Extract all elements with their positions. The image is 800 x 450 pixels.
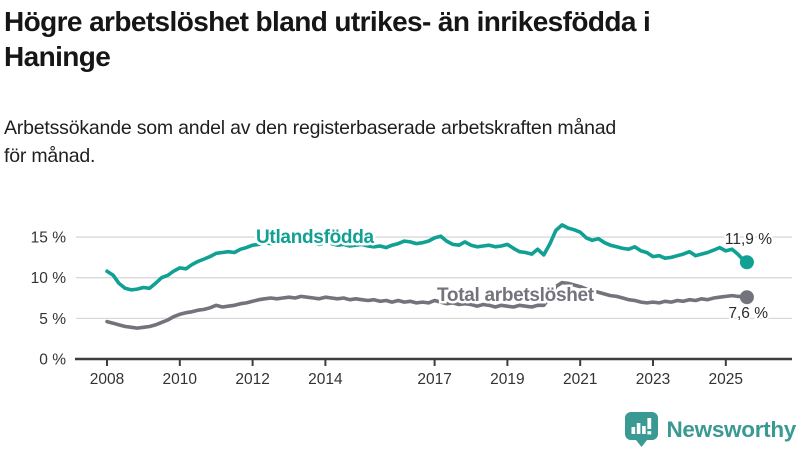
- x-axis-tick-label: 2021: [563, 371, 597, 388]
- chart-subtitle: Arbetssökande som andel av den registerb…: [4, 114, 796, 170]
- page-title: Högre arbetslöshet bland utrikes- än inr…: [4, 4, 796, 74]
- x-axis-tick-label: 2017: [417, 371, 451, 388]
- newsworthy-bars-bubble-icon: [625, 412, 659, 447]
- y-axis-tick-label: 5 %: [39, 311, 66, 328]
- y-axis-tick-label: 0 %: [39, 352, 66, 369]
- title-line-1: Högre arbetslöshet bland utrikes- än inr…: [4, 6, 651, 37]
- x-axis-tick-label: 2010: [163, 371, 198, 388]
- y-axis-tick-label: 10 %: [31, 270, 67, 287]
- x-axis-tick-label: 2025: [709, 371, 743, 388]
- series-line-total: [105, 280, 749, 330]
- newsworthy-brand-text: Newsworthy: [666, 417, 796, 442]
- series-label-total: Total arbetslöshet: [437, 285, 595, 306]
- x-axis-tick-label: 2012: [235, 371, 269, 388]
- x-axis-tick-label: 2014: [308, 371, 343, 388]
- title-line-2: Haninge: [4, 41, 111, 72]
- end-value-label: 11,9 %: [725, 231, 772, 248]
- series-label-utlandsfodda: Utlandsfödda: [256, 227, 375, 248]
- y-axis-tick-label: 15 %: [31, 230, 67, 247]
- end-value-label: 7,6 %: [728, 305, 768, 322]
- x-axis-tick-label: 2023: [636, 371, 670, 388]
- series-end-dot: [739, 290, 754, 305]
- subtitle-line-1: Arbetssökande som andel av den registerb…: [4, 117, 617, 139]
- series-end-dot: [739, 255, 754, 270]
- x-axis-tick-label: 2008: [90, 371, 124, 388]
- subtitle-line-2: för månad.: [4, 145, 96, 167]
- x-axis-tick-label: 2019: [490, 371, 524, 388]
- newsworthy-logo[interactable]: Newsworthy: [625, 412, 796, 448]
- series-line-utlandsfodda: [105, 223, 749, 292]
